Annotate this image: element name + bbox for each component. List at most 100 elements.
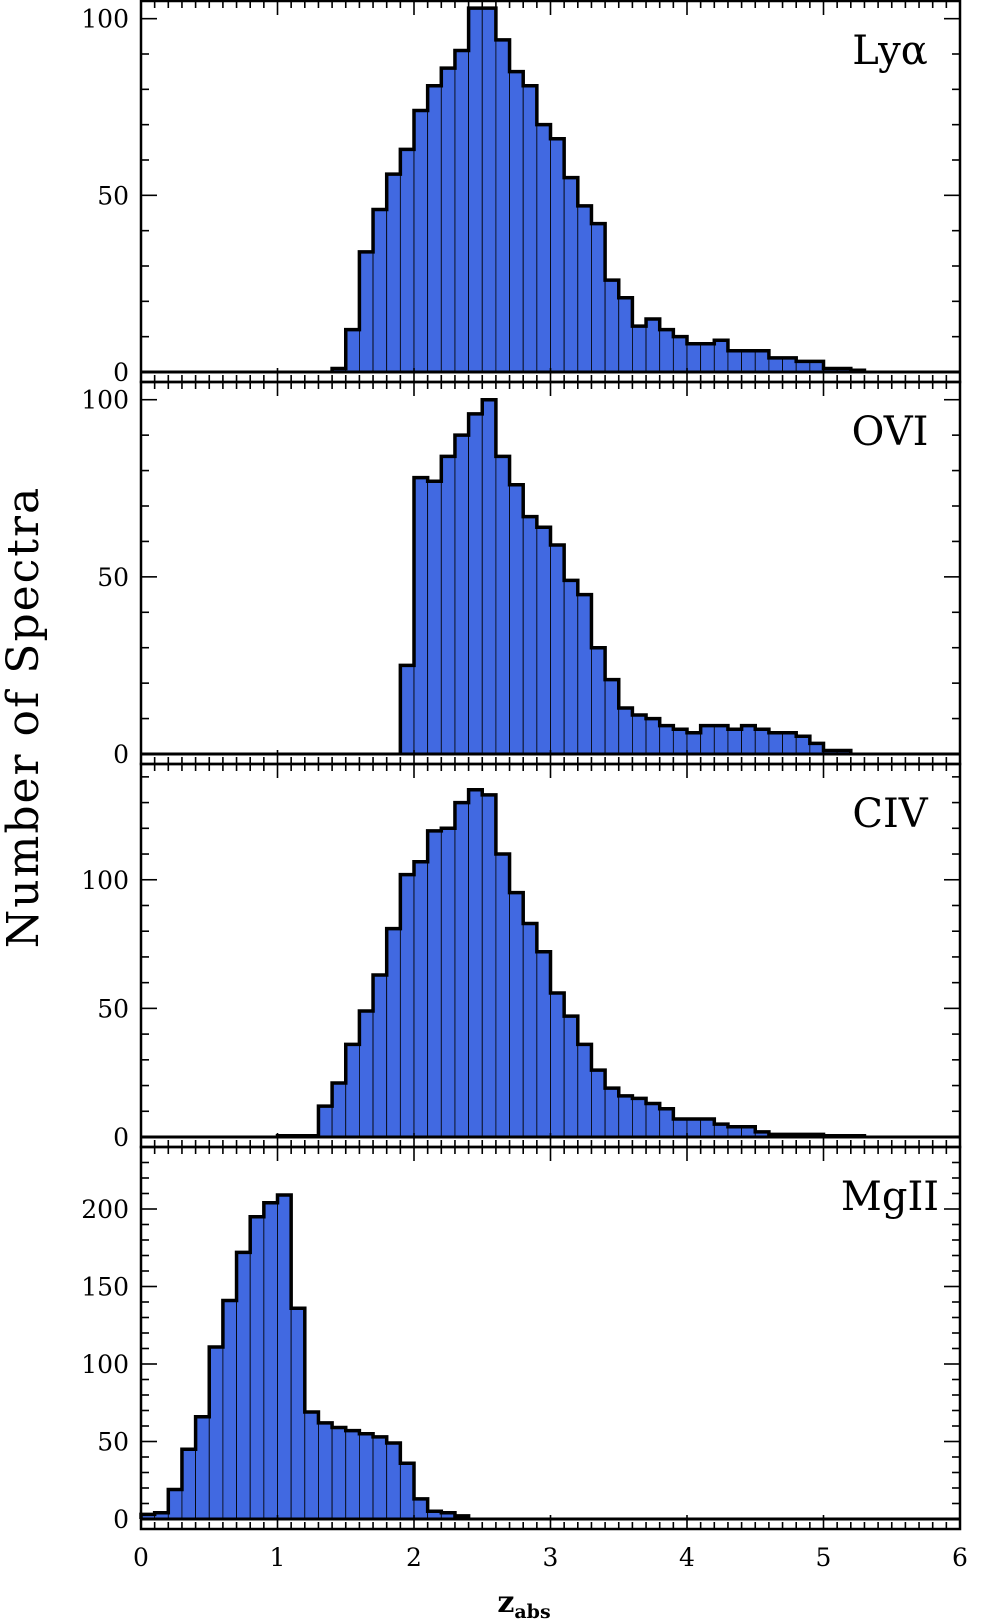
y-tick-label: 0	[113, 1123, 129, 1152]
histogram-bar	[331, 1427, 347, 1520]
histogram-bar	[713, 725, 729, 755]
panel-label: Lyα	[852, 28, 927, 74]
y-tick-label: 200	[81, 1195, 129, 1224]
histogram-bar	[727, 350, 743, 373]
y-axis-label: Number of Spectra	[0, 486, 49, 948]
histogram-bar	[413, 861, 429, 1138]
histogram-bar	[659, 1108, 674, 1138]
histogram-outline	[139, 1193, 471, 1519]
x-tick-label: 0	[133, 1543, 149, 1572]
histogram-bar	[591, 223, 606, 373]
histogram-bar	[727, 728, 743, 755]
histogram-bar	[495, 455, 510, 755]
histogram-bar	[208, 1346, 224, 1520]
histogram-bar	[550, 992, 565, 1138]
histogram-bar	[563, 580, 579, 755]
histogram-bar	[454, 802, 470, 1138]
x-tick-label: 1	[270, 1543, 286, 1572]
histogram-bar	[522, 516, 538, 755]
histogram-bar	[632, 1098, 647, 1138]
histogram-bar	[536, 951, 551, 1138]
histogram-bar	[672, 728, 688, 755]
histogram-bar	[318, 1105, 333, 1138]
histogram-bar	[618, 297, 633, 373]
histogram-bar	[577, 1043, 592, 1138]
histogram-bar	[522, 85, 538, 373]
histogram-bar	[358, 251, 374, 373]
x-tick-label: 6	[952, 1543, 968, 1572]
panel-label: OVI	[852, 409, 929, 455]
histogram-bar	[645, 718, 661, 755]
histogram-bar	[249, 1216, 265, 1520]
histogram-bar	[495, 853, 510, 1138]
histogram-bar	[563, 177, 579, 373]
histogram-bar	[659, 725, 674, 755]
histogram-bar	[591, 1069, 606, 1138]
histogram-bar	[604, 679, 620, 755]
histogram-bar	[700, 1118, 715, 1138]
histogram-bar	[481, 7, 497, 373]
y-tick-label: 0	[113, 358, 129, 387]
histogram-bar	[468, 413, 483, 755]
histogram-bar	[686, 1118, 702, 1138]
histogram-bar	[468, 7, 483, 373]
histogram-bar	[399, 1462, 415, 1520]
histogram-bar	[563, 1015, 579, 1138]
histogram-bar	[618, 1095, 633, 1138]
histogram-bar	[672, 336, 688, 373]
histogram-bar	[263, 1202, 278, 1520]
histogram-bar	[304, 1411, 319, 1520]
panel-2: 0 50 100 CIV	[81, 762, 962, 1152]
histogram-outline	[398, 397, 853, 754]
histogram-bar	[741, 350, 756, 373]
histogram-bar	[345, 329, 360, 373]
histogram-bar	[686, 343, 702, 373]
histogram-bar	[427, 480, 442, 755]
histogram-bar	[386, 928, 401, 1138]
histogram-bar	[290, 1307, 306, 1520]
histogram-bar	[536, 526, 551, 755]
histogram-bar	[358, 1433, 374, 1520]
panel-label: CIV	[852, 791, 928, 837]
histogram-bar	[372, 209, 388, 373]
panel-label: MgII	[841, 1174, 939, 1220]
histogram-bar	[399, 665, 415, 755]
histogram-bar	[632, 714, 647, 755]
histogram-bar	[550, 138, 565, 373]
y-tick-label: 50	[97, 994, 129, 1023]
histogram-bar	[318, 1422, 333, 1520]
y-tick-label: 0	[113, 740, 129, 769]
histogram-bar	[741, 725, 756, 755]
histogram-bar	[372, 974, 388, 1138]
histogram-bar	[454, 50, 470, 373]
panel-1: 0 50 100 OVI	[81, 380, 962, 769]
histogram-outline	[330, 6, 867, 372]
histogram-bar	[495, 39, 510, 373]
histogram-bar	[481, 399, 497, 755]
y-tick-label: 50	[97, 181, 129, 210]
histogram-bar	[577, 594, 592, 755]
histogram-bar	[768, 357, 783, 373]
histogram-bar	[577, 205, 592, 373]
histogram-bar	[509, 71, 524, 373]
histogram-bar	[372, 1436, 388, 1520]
histogram-bar	[700, 343, 715, 373]
histogram-bar	[440, 827, 456, 1138]
x-axis-label: zabs	[497, 1585, 550, 1622]
histogram-bar	[713, 1123, 729, 1138]
histogram-bar	[413, 1498, 429, 1520]
histogram-bar	[782, 732, 797, 755]
histogram-bar	[386, 173, 401, 373]
histogram-bar	[618, 707, 633, 755]
histogram-bar	[754, 728, 770, 755]
histogram-bar	[672, 1118, 688, 1138]
y-tick-label: 0	[113, 1505, 129, 1534]
y-tick-label: 50	[97, 1428, 129, 1457]
histogram-bar	[700, 725, 715, 755]
y-tick-label: 100	[81, 866, 129, 895]
histogram-bar	[195, 1416, 210, 1520]
histogram-bar	[413, 110, 429, 373]
x-tick-label: 4	[679, 1543, 695, 1572]
